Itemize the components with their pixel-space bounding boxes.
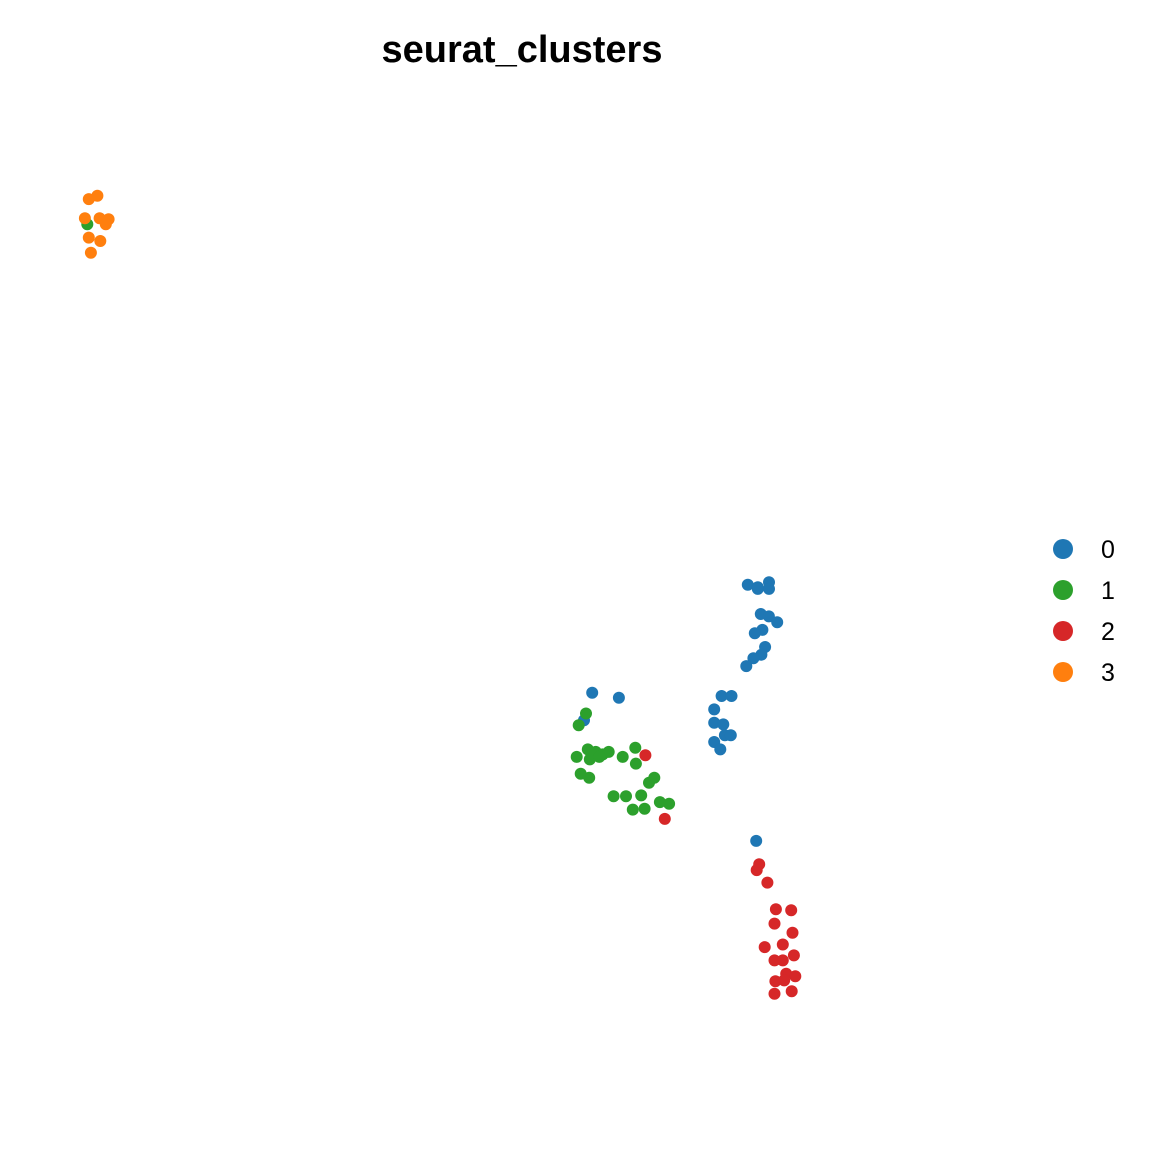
cluster-1-point <box>643 776 655 789</box>
cluster-3-point <box>84 246 97 259</box>
cluster-2-point <box>785 985 798 998</box>
cluster-2-point <box>787 949 800 962</box>
cluster-3-point <box>94 235 107 247</box>
cluster-1-point <box>620 790 632 803</box>
cluster-2-point <box>776 954 789 967</box>
legend-label: 0 <box>1101 536 1115 564</box>
legend: 0 1 2 3 <box>1053 536 1115 687</box>
cluster-2-point <box>769 903 782 916</box>
cluster-0-point <box>612 691 625 704</box>
cluster-0-point <box>771 616 784 629</box>
cluster-0-point <box>751 582 764 595</box>
cluster-0-point <box>724 729 737 742</box>
cluster-0-point <box>725 690 738 702</box>
cluster-1-point <box>583 771 596 784</box>
cluster-0-point <box>741 578 754 591</box>
cluster-1-point <box>593 750 606 763</box>
cluster-0-point <box>747 652 760 665</box>
chart-title: seurat_clusters <box>382 29 663 71</box>
cluster-0-point <box>715 690 728 702</box>
cluster-1-point <box>580 707 592 720</box>
cluster-1-point <box>638 802 651 815</box>
legend-marker <box>1053 539 1073 559</box>
cluster-1-point <box>570 750 583 763</box>
cluster-0-point <box>717 718 730 731</box>
legend-item-cluster-2: 2 <box>1053 618 1115 646</box>
cluster-0-point <box>750 834 763 847</box>
cluster-1-point <box>602 745 615 758</box>
legend-item-cluster-1: 1 <box>1053 577 1115 605</box>
cluster-2-point <box>768 987 781 1000</box>
cluster-2-point <box>768 954 781 967</box>
legend-marker <box>1053 580 1073 600</box>
cluster-0-point <box>708 716 721 729</box>
cluster-1-point <box>607 790 620 803</box>
cluster-3-point <box>78 212 91 225</box>
cluster-3-point <box>99 218 112 231</box>
cluster-0-point <box>762 610 775 623</box>
cluster-2-point <box>769 975 782 988</box>
cluster-2-point <box>776 938 789 951</box>
cluster-2-point <box>761 876 774 889</box>
cluster-2-point <box>789 970 802 983</box>
cluster-2-point <box>768 917 781 930</box>
cluster-2-point <box>785 904 798 917</box>
cluster-2-point <box>639 749 652 762</box>
cluster-0-point <box>714 743 727 756</box>
cluster-3-point <box>82 193 95 206</box>
cluster-1-point <box>629 757 642 770</box>
cluster-2-point <box>758 941 771 954</box>
cluster-0-point <box>708 703 721 716</box>
cluster-1-point <box>626 803 639 816</box>
cluster-2-point <box>750 864 763 877</box>
cluster-1-point <box>635 789 648 802</box>
cluster-1-point <box>616 750 629 763</box>
cluster-1-point <box>663 797 676 810</box>
points-layer <box>78 189 802 1000</box>
cluster-0-point <box>740 660 753 673</box>
legend-item-cluster-3: 3 <box>1053 659 1115 687</box>
legend-label: 2 <box>1101 618 1115 646</box>
cluster-1-point <box>572 719 585 732</box>
cluster-1-point <box>629 741 642 754</box>
cluster-0-point <box>748 627 761 640</box>
cluster-0-point <box>763 582 775 595</box>
cluster-1-point <box>653 796 666 809</box>
cluster-0-point <box>586 686 599 699</box>
legend-item-cluster-0: 0 <box>1053 536 1115 564</box>
legend-label: 1 <box>1101 577 1115 605</box>
legend-label: 3 <box>1101 659 1115 687</box>
legend-marker <box>1053 621 1073 641</box>
cluster-2-point <box>778 974 791 987</box>
legend-marker <box>1053 662 1073 682</box>
cluster-2-point <box>658 812 671 825</box>
cluster-1-point <box>583 753 596 766</box>
cluster-3-point <box>82 231 95 244</box>
cluster-2-point <box>786 926 799 939</box>
